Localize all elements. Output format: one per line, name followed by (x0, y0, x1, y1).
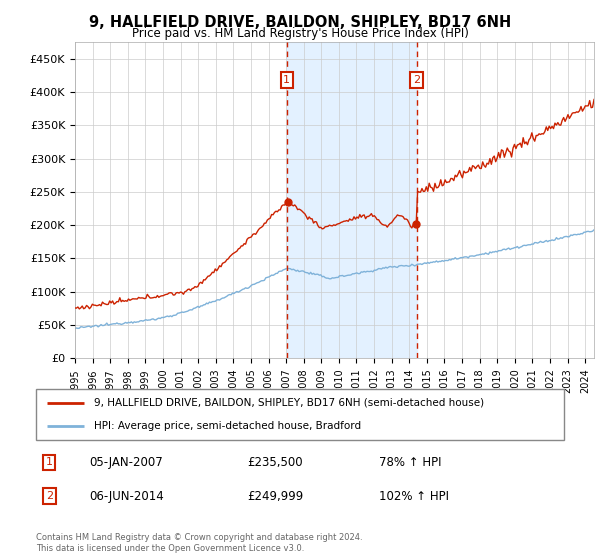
Text: £235,500: £235,500 (247, 456, 303, 469)
Text: 2: 2 (413, 75, 420, 85)
Text: Contains HM Land Registry data © Crown copyright and database right 2024.
This d: Contains HM Land Registry data © Crown c… (36, 533, 362, 553)
Text: 05-JAN-2007: 05-JAN-2007 (89, 456, 163, 469)
Text: 1: 1 (283, 75, 290, 85)
Text: 06-JUN-2014: 06-JUN-2014 (89, 489, 164, 503)
Text: 78% ↑ HPI: 78% ↑ HPI (379, 456, 442, 469)
Text: £249,999: £249,999 (247, 489, 304, 503)
Text: 1: 1 (46, 458, 53, 468)
Text: 2: 2 (46, 491, 53, 501)
Text: 9, HALLFIELD DRIVE, BAILDON, SHIPLEY, BD17 6NH (semi-detached house): 9, HALLFIELD DRIVE, BAILDON, SHIPLEY, BD… (94, 398, 484, 408)
Text: 102% ↑ HPI: 102% ↑ HPI (379, 489, 449, 503)
Text: HPI: Average price, semi-detached house, Bradford: HPI: Average price, semi-detached house,… (94, 421, 361, 431)
Text: 9, HALLFIELD DRIVE, BAILDON, SHIPLEY, BD17 6NH: 9, HALLFIELD DRIVE, BAILDON, SHIPLEY, BD… (89, 15, 511, 30)
Text: Price paid vs. HM Land Registry's House Price Index (HPI): Price paid vs. HM Land Registry's House … (131, 27, 469, 40)
FancyBboxPatch shape (36, 389, 564, 440)
Bar (287, 42, 416, 358)
